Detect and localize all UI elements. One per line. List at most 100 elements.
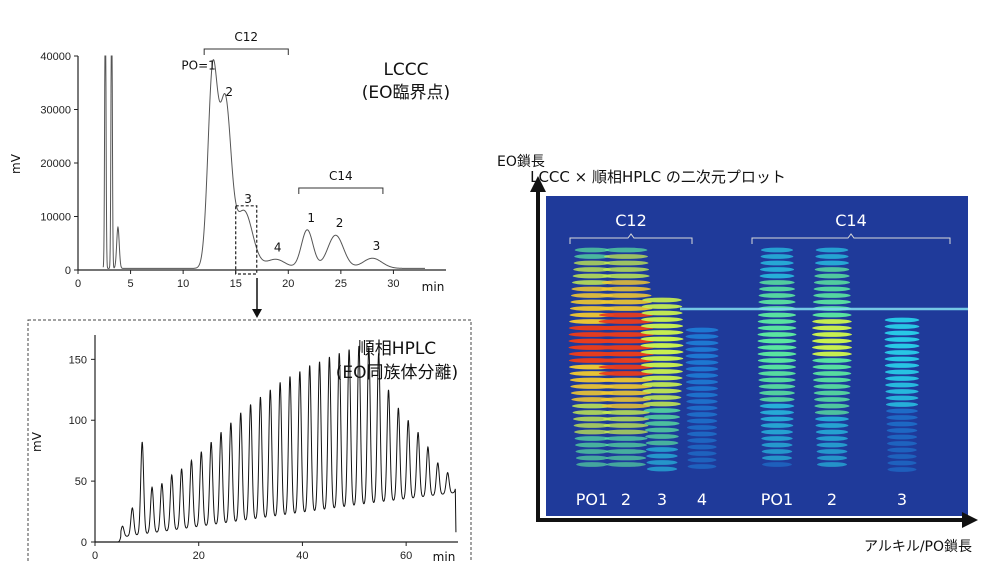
lccc-subtitle: (EO臨界点) (362, 83, 450, 103)
lccc-y-label: mV (9, 153, 23, 174)
two-dimensional-plot: LCCC × 順相HPLC の二次元プロット C12 C14 PO1 2 3 4 PO1 2… (497, 154, 978, 555)
heatmap-spot (884, 343, 920, 349)
heatmap-spot (685, 353, 719, 359)
heatmap-spot (602, 273, 650, 279)
group-bracket (569, 233, 693, 244)
heatmap-spot (603, 429, 649, 435)
heatmap-spot (572, 273, 612, 279)
heatmap-spot (758, 377, 796, 383)
heatmap-spot (603, 260, 649, 266)
peak-label: 2 (336, 216, 344, 230)
heatmap-spot (884, 356, 920, 362)
heatmap-spot (812, 351, 852, 357)
heatmap-spot (686, 412, 718, 417)
heatmap-spot (685, 379, 719, 385)
heatmap-spot (646, 466, 678, 472)
heatmap-spot (759, 280, 795, 285)
heatmap-spot (757, 358, 797, 363)
heatmap-spot (757, 338, 797, 344)
heatmap-spot (813, 280, 851, 285)
lccc-x-ticks: 0 5 10 15 20 25 30 (75, 270, 400, 290)
heatmap-spot (761, 436, 793, 441)
heatmap-spot (757, 345, 797, 350)
heatmap-spot (761, 442, 793, 448)
heatmap-spot (571, 397, 613, 402)
x-tick-label: 25 (335, 278, 347, 290)
heatmap-spot (574, 254, 610, 259)
group-bracket (203, 48, 289, 55)
heatmap-spot (762, 462, 792, 467)
heatmap-spot (640, 362, 684, 368)
heatmap-spot (816, 436, 848, 441)
heatmap-spot (813, 286, 851, 292)
heatmap-spot (602, 267, 650, 272)
eo-axis-label: EO鎖長 (497, 154, 545, 170)
heatmap-spot (644, 421, 680, 426)
heatmap-spot (576, 462, 608, 467)
heatmap-spot (813, 293, 851, 298)
heatmap-spot (685, 360, 719, 365)
heatmap-spot (570, 293, 614, 298)
heatmap-spot (573, 267, 611, 272)
heatmap-spot (812, 299, 852, 305)
heatmap-spot (572, 280, 612, 285)
heatmap-spot (815, 254, 849, 259)
alkyl-axis-arrow (536, 512, 978, 528)
group-label: C14 (835, 211, 867, 230)
heatmap-title: LCCC × 順相HPLC の二次元プロット (530, 168, 786, 186)
heatmap-spot (685, 373, 719, 378)
heatmap-spot (687, 457, 717, 463)
heatmap-spot (600, 299, 652, 305)
lccc-peak-labels: PO=1 2 3 4 1 2 3 (181, 58, 380, 254)
column-label: 3 (657, 490, 667, 509)
heatmap-spot (757, 312, 797, 318)
x-tick-label: 30 (387, 278, 399, 290)
heatmap-spot (686, 399, 718, 404)
heatmap-spot (574, 429, 610, 435)
heatmap-spot (601, 397, 651, 402)
x-tick-label: 0 (75, 278, 81, 290)
heatmap-spot (599, 384, 653, 389)
heatmap-spot (884, 350, 920, 355)
heatmap-spot (816, 455, 848, 461)
lccc-x-label: min (422, 280, 445, 294)
heatmap-spot (685, 340, 719, 346)
heatmap-spot (816, 442, 848, 448)
heatmap-spot (600, 293, 652, 298)
hplc-trace (95, 345, 457, 543)
heatmap-spot (640, 349, 684, 355)
heatmap-spot (884, 330, 920, 336)
heatmap-spot (813, 377, 851, 383)
heatmap-spot (599, 306, 653, 311)
heatmap-spot (757, 325, 797, 331)
heatmap-spot (598, 371, 654, 376)
heatmap-spot (645, 434, 679, 439)
heatmap-spot (812, 358, 852, 363)
heatmap-spot (759, 273, 795, 279)
heatmap-spot (570, 299, 614, 305)
heatmap-spot (574, 247, 610, 253)
heatmap-spot (599, 377, 653, 383)
heatmap-spots (568, 247, 920, 472)
heatmap-spot (885, 382, 919, 388)
heatmap-spot (885, 389, 919, 394)
heatmap-spot (687, 444, 717, 450)
heatmap-spot (640, 323, 684, 329)
y-tick-label: 20000 (40, 158, 71, 170)
y-tick-label: 100 (69, 415, 87, 427)
heatmap-spot (815, 429, 849, 435)
heatmap-spot (600, 390, 652, 396)
y-tick-label: 50 (75, 476, 87, 488)
heatmap-spot (817, 462, 847, 467)
heatmap-spot (884, 324, 920, 329)
heatmap-spot (598, 325, 654, 331)
zoom-frame (27, 319, 472, 561)
peak-label: 2 (225, 85, 233, 99)
heatmap-spot (573, 416, 611, 422)
heatmap-spot (812, 371, 852, 376)
heatmap-spot (598, 351, 654, 357)
y-tick-label: 10000 (40, 212, 71, 224)
heatmap-spot (760, 247, 794, 253)
y-tick-label: 30000 (40, 105, 71, 117)
normal-phase-chart: 0 50 100 150 0 20 40 60 mV min 順相HPLC (EO同族体分離… (27, 319, 472, 561)
